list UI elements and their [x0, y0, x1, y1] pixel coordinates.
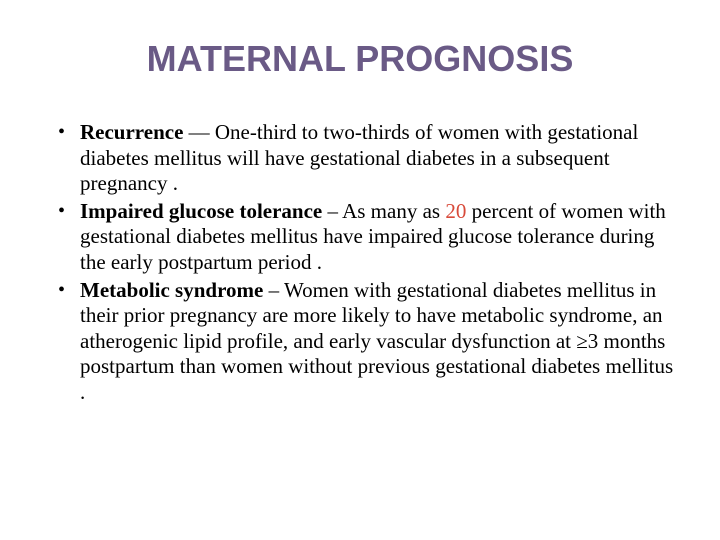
bullet-dash: — — [183, 120, 215, 144]
bullet-lead: Metabolic syndrome — [80, 278, 263, 302]
bullet-highlight: 20 — [445, 199, 466, 223]
bullet-list: Recurrence — One-third to two-thirds of … — [40, 120, 680, 406]
bullet-lead: Recurrence — [80, 120, 183, 144]
slide-title: MATERNAL PROGNOSIS — [40, 38, 680, 80]
bullet-body: As many as — [342, 199, 445, 223]
bullet-lead: Impaired glucose tolerance — [80, 199, 322, 223]
bullet-dash: – — [263, 278, 284, 302]
list-item: Recurrence — One-third to two-thirds of … — [58, 120, 680, 197]
list-item: Impaired glucose tolerance – As many as … — [58, 199, 680, 276]
list-item: Metabolic syndrome – Women with gestatio… — [58, 278, 680, 406]
bullet-dash: – — [322, 199, 342, 223]
